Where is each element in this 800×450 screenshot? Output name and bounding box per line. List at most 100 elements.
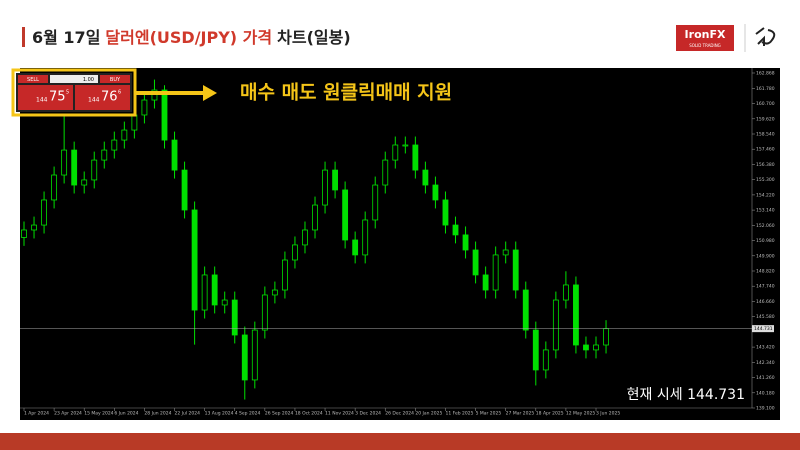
x-tick-label: 6 Jun 2024	[114, 411, 138, 417]
y-tick-label: 147.740	[756, 284, 775, 290]
x-tick-label: 12 May 2025	[566, 411, 595, 417]
x-tick-label: 11 Feb 2025	[445, 411, 473, 417]
sell-label: SELL	[27, 77, 39, 83]
buy-fraction: 6	[118, 90, 121, 96]
x-tick-label: 5 Mar 2025	[476, 411, 502, 417]
candle-body	[452, 224, 459, 236]
y-tick-label: 162.868	[756, 71, 775, 77]
y-tick-label: 158.540	[756, 132, 775, 138]
y-tick-label: 154.220	[756, 192, 775, 198]
x-tick-label: 18 Oct 2024	[295, 411, 323, 417]
title-date: 6월 17일	[32, 28, 100, 47]
candle-body	[292, 244, 298, 261]
y-tick-label: 143.420	[756, 345, 775, 351]
candle-body	[442, 199, 449, 226]
candle-body	[71, 149, 78, 186]
title-highlight: 달러엔(USD/JPY) 가격	[105, 28, 272, 47]
candle-body	[583, 344, 589, 351]
candle-body	[512, 249, 519, 291]
last-price-label: 144.731	[754, 326, 773, 332]
sell-fraction: 5	[66, 90, 69, 96]
candle-body	[372, 184, 379, 221]
candle-body	[502, 249, 509, 256]
candle-body	[332, 169, 338, 191]
x-tick-label: 1 Apr 2024	[24, 411, 49, 417]
candle-body	[432, 184, 439, 201]
candle-body	[81, 179, 88, 186]
candle-body	[322, 169, 328, 206]
candle-body	[221, 299, 228, 306]
sell-big: 144	[36, 97, 48, 104]
y-tick-label: 148.820	[756, 269, 775, 275]
y-tick-label: 149.900	[756, 253, 775, 259]
candle-body	[462, 234, 469, 251]
anniversary-logo	[755, 27, 776, 46]
candle-body	[342, 189, 349, 241]
candle-body	[362, 219, 369, 256]
candle-body	[352, 239, 359, 256]
candle-body	[161, 89, 168, 141]
candle-body	[51, 174, 58, 201]
candle-body	[231, 299, 238, 336]
candle-body	[211, 274, 218, 306]
x-tick-label: 3 Dec 2024	[355, 411, 381, 417]
x-tick-label: 4 Sep 2024	[235, 411, 261, 417]
plot: 162.868 161.780 160.700 159.620 158.540 157.4…	[20, 71, 775, 417]
logo-brand: IronFX	[685, 28, 726, 41]
candle-body	[522, 289, 529, 331]
candle-body	[282, 259, 288, 291]
candle-body	[131, 114, 138, 131]
candle-body	[31, 224, 37, 231]
candle-body	[191, 209, 198, 311]
buy-big: 144	[88, 97, 100, 104]
last-price-tag	[752, 325, 774, 333]
candle-body	[552, 299, 559, 351]
sell-price-box[interactable]	[18, 85, 73, 110]
lot-input[interactable]	[50, 75, 98, 83]
candle-body	[302, 229, 308, 246]
candle-body	[312, 204, 318, 231]
candle-body	[392, 144, 399, 161]
y-tick-label: 152.060	[756, 223, 775, 229]
candle-body	[61, 149, 68, 176]
candle-body	[492, 254, 499, 291]
chart-area	[20, 68, 780, 420]
buy-pips: 76	[101, 90, 118, 105]
y-tick-label: 153.140	[756, 208, 775, 214]
x-tick-label: 11 Nov 2024	[325, 411, 354, 417]
candle-body	[241, 334, 248, 381]
buy-label: BUY	[110, 77, 121, 83]
candle-body	[271, 289, 278, 296]
slide-title: 6월 17일 달러엔(USD/JPY) 가격 차트(일봉)	[32, 28, 351, 47]
x-tick-label: 27 Mar 2025	[506, 411, 535, 417]
lot-size: 1.00	[83, 77, 94, 83]
candle-body	[402, 144, 409, 147]
buy-price-box[interactable]	[75, 85, 130, 110]
x-tick-label: 18 Apr 2025	[536, 411, 564, 417]
candle-body	[261, 294, 268, 331]
logo-box	[676, 25, 734, 51]
x-tick-label: 13 Aug 2024	[205, 411, 234, 417]
x-tick-label: 20 Jan 2025	[415, 411, 442, 417]
candle-body	[91, 159, 98, 181]
candle-body	[422, 169, 429, 186]
x-tick-label: 26 Dec 2024	[385, 411, 414, 417]
y-tick-label: 139.100	[756, 406, 775, 412]
candle-body	[562, 284, 569, 301]
y-tick-label: 145.580	[756, 314, 775, 320]
x-tick-label: 23 Apr 2024	[54, 411, 82, 417]
candle-body	[412, 144, 419, 171]
logo-tagline: SOLID TRADING	[689, 43, 721, 48]
candle-body	[151, 89, 158, 101]
candle-body	[603, 328, 609, 346]
y-tick-label: 142.340	[756, 360, 775, 366]
x-tick-label: 3 Jun 2025	[596, 411, 620, 417]
y-tick-label: 160.700	[756, 101, 775, 107]
candle-body	[482, 274, 489, 291]
candle-body	[532, 329, 539, 371]
y-tick-label: 140.180	[756, 390, 775, 396]
widget-highlight	[11, 68, 137, 117]
sell-button[interactable]	[18, 75, 48, 83]
buy-button[interactable]	[100, 75, 130, 83]
